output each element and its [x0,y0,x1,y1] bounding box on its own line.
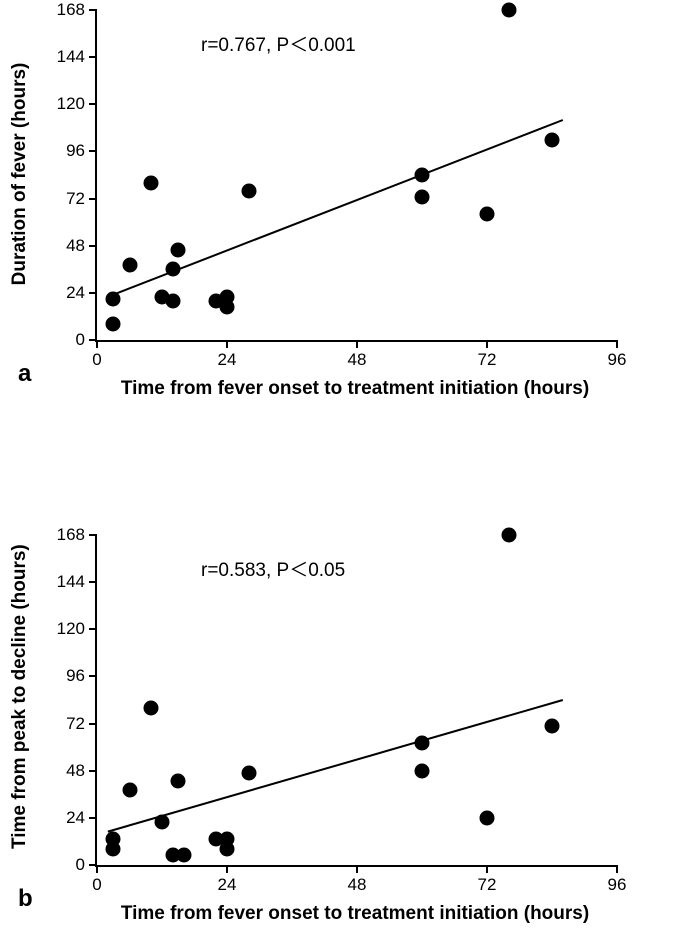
xtick [486,340,488,348]
data-point [501,528,516,543]
xtick-label: 0 [92,350,101,370]
ytick-label: 48 [66,236,85,256]
ytick [89,9,97,11]
xtick [616,865,618,873]
ytick [89,770,97,772]
ytick [89,628,97,630]
xtick-label: 48 [348,875,367,895]
data-point [106,317,121,332]
ytick [89,675,97,677]
data-point [144,700,159,715]
y-axis-title: Time from peak to decline (hours) [9,549,31,849]
data-point [241,765,256,780]
data-point [220,842,235,857]
xtick [356,865,358,873]
x-axis-title: Time from fever onset to treatment initi… [95,903,615,925]
data-point [480,810,495,825]
ytick [89,150,97,152]
ytick-label: 72 [66,714,85,734]
xtick-label: 24 [218,875,237,895]
ytick-label: 96 [66,666,85,686]
ytick-label: 168 [57,0,85,20]
ytick [89,56,97,58]
ytick-label: 120 [57,619,85,639]
xtick [96,340,98,348]
data-point [106,842,121,857]
data-point [176,848,191,863]
ytick [89,723,97,725]
data-point [241,183,256,198]
ytick [89,103,97,105]
regression-line [97,535,617,865]
data-point [122,258,137,273]
data-point [122,783,137,798]
xtick-label: 48 [348,350,367,370]
data-point [220,289,235,304]
data-point [106,291,121,306]
xtick-label: 24 [218,350,237,370]
data-point [171,242,186,257]
x-axis-title: Time from fever onset to treatment initi… [95,378,615,400]
xtick [486,865,488,873]
data-point [155,814,170,829]
data-point [480,207,495,222]
ytick [89,534,97,536]
ytick [89,817,97,819]
y-axis-title: Duration of fever (hours) [9,24,31,324]
xtick [226,340,228,348]
subplot-label: a [18,360,31,388]
ytick-label: 48 [66,761,85,781]
ytick-label: 24 [66,283,85,303]
data-point [144,175,159,190]
data-point [501,3,516,18]
stats-annotation: r=0.583, P＜0.05 [201,555,345,582]
xtick-label: 72 [478,875,497,895]
xtick [96,865,98,873]
figure: 0 24 48 72 96 120 144 168 0 24 48 72 96 r=0.767, P＜0.… [0,0,685,940]
ytick [89,292,97,294]
ytick [89,581,97,583]
ytick-label: 72 [66,189,85,209]
data-point [165,293,180,308]
stats-annotation: r=0.767, P＜0.001 [201,30,356,57]
regression-line [97,10,617,340]
xtick-label: 96 [608,875,627,895]
data-point [415,763,430,778]
ytick-label: 96 [66,141,85,161]
data-point [415,168,430,183]
subplot-label: b [18,885,33,913]
ytick-label: 0 [76,330,85,350]
ytick [89,198,97,200]
xtick-label: 96 [608,350,627,370]
ytick-label: 144 [57,572,85,592]
xtick [356,340,358,348]
ytick-label: 144 [57,47,85,67]
ytick-label: 0 [76,855,85,875]
xtick-label: 72 [478,350,497,370]
data-point [415,189,430,204]
plot-area-b: 024487296120144168024487296r=0.583, P＜0.… [95,535,617,867]
data-point [545,132,560,147]
data-point [165,262,180,277]
data-point [545,718,560,733]
ytick-label: 168 [57,525,85,545]
xtick [616,340,618,348]
data-point [171,773,186,788]
ytick-label: 120 [57,94,85,114]
ytick [89,245,97,247]
ytick-label: 24 [66,808,85,828]
xtick [226,865,228,873]
xtick-label: 0 [92,875,101,895]
data-point [415,736,430,751]
plot-area-a: 024487296120144168024487296r=0.767, P＜0.… [95,10,617,342]
